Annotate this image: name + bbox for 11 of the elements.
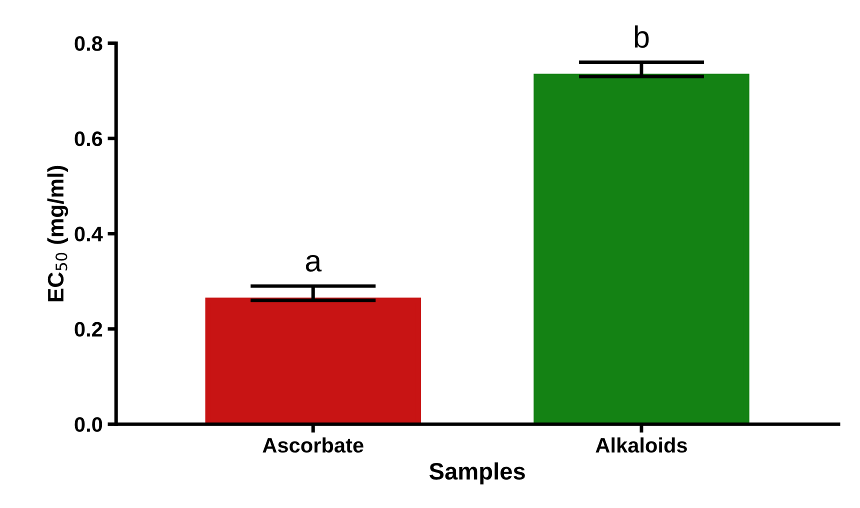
y-tick-label: 0.2 (74, 322, 102, 337)
y-tick-label: 0.8 (74, 36, 102, 51)
x-axis-title: Samples (429, 462, 525, 484)
y-tick-label: 0.6 (74, 131, 102, 146)
annotation: b (634, 25, 649, 48)
y-axis-title: EC$_{50}$ (mg/ml) (47, 166, 68, 302)
annotation: a (306, 254, 322, 272)
x-tick-label: Ascorbate (262, 437, 364, 453)
x-tick-label: Alkaloids (596, 437, 687, 453)
y-tick-label: 0.0 (74, 417, 102, 432)
y-tick-label: 0.4 (74, 226, 103, 242)
